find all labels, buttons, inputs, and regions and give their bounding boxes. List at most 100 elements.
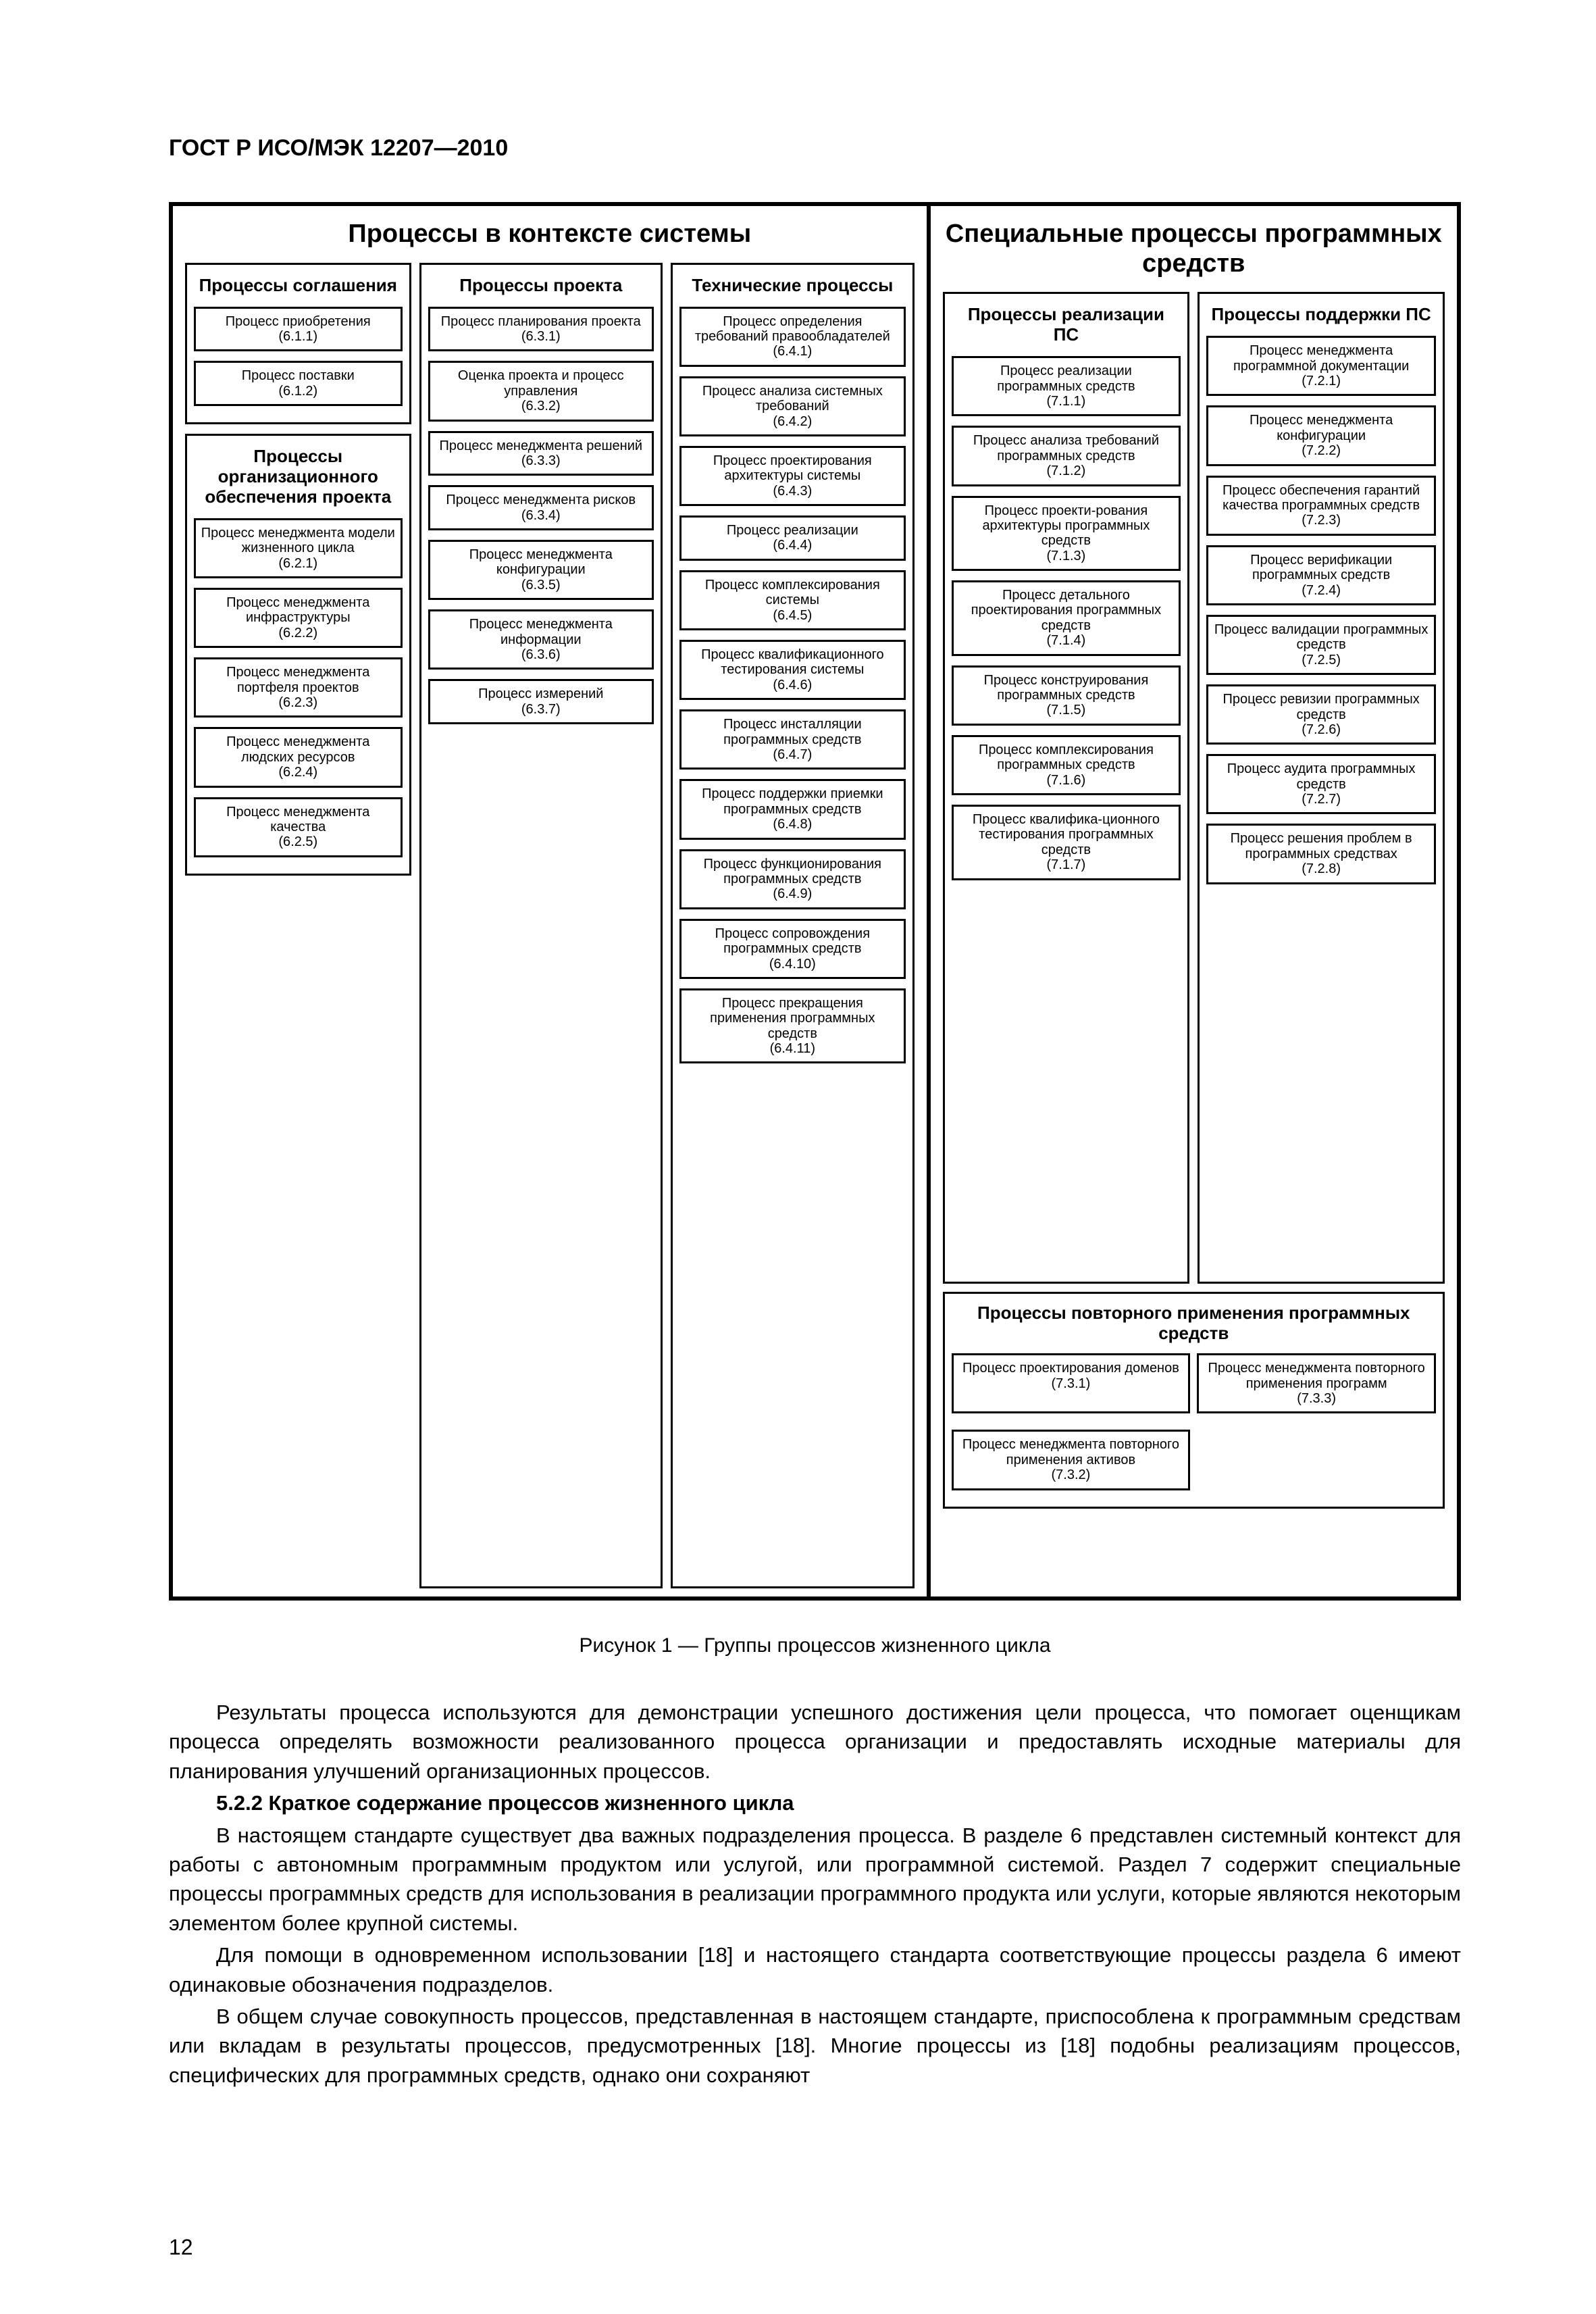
process-ref: (7.1.7) bbox=[958, 857, 1175, 872]
process-ref: (6.4.3) bbox=[686, 484, 900, 499]
right-half: Специальные процессы программных средств… bbox=[931, 206, 1457, 1596]
paragraph: В общем случае совокупность процессов, п… bbox=[169, 2002, 1461, 2090]
process-ref: (6.1.1) bbox=[200, 329, 396, 344]
process-ref: (7.2.1) bbox=[1212, 374, 1430, 388]
section-title: Процессы проекта bbox=[428, 265, 654, 307]
process-box: Процесс анализа требований программных с… bbox=[952, 426, 1181, 486]
process-box: Процесс функционирования программных сре… bbox=[679, 849, 906, 909]
left-half-title: Процессы в контексте системы bbox=[173, 206, 927, 263]
process-box: Процесс инсталляции программных средств(… bbox=[679, 709, 906, 770]
process-name: Процесс детального проектирования програ… bbox=[958, 588, 1175, 633]
paragraph: В настоящем стандарте существует два важ… bbox=[169, 1821, 1461, 1938]
section-technical: Технические процессы Процесс определения… bbox=[671, 263, 915, 1588]
process-name: Оценка проекта и процесс управления bbox=[434, 368, 648, 399]
section-title: Процессы соглашения bbox=[194, 265, 403, 307]
process-box: Процесс квалификационного тестирования с… bbox=[679, 640, 906, 700]
process-ref: (7.3.1) bbox=[958, 1376, 1185, 1391]
process-ref: (6.4.8) bbox=[686, 817, 900, 832]
section-heading: 5.2.2 Краткое содержание процессов жизне… bbox=[169, 1788, 1461, 1817]
section-project: Процессы проекта Процесс планирования пр… bbox=[419, 263, 663, 1588]
process-box: Процесс валидации программных средств(7.… bbox=[1206, 615, 1436, 675]
process-name: Процесс валидации программных средств bbox=[1212, 622, 1430, 653]
process-ref: (6.4.6) bbox=[686, 678, 900, 693]
process-ref: (6.3.1) bbox=[434, 329, 648, 344]
process-name: Процесс инсталляции программных средств bbox=[686, 717, 900, 747]
proc-list: Процесс определения требований правообла… bbox=[679, 307, 906, 1074]
process-name: Процесс менеджмента конфигурации bbox=[434, 547, 648, 578]
process-name: Процесс менеджмента конфигурации bbox=[1212, 413, 1430, 443]
process-name: Процесс реализации bbox=[686, 523, 900, 538]
process-name: Процесс поддержки приемки программных ср… bbox=[686, 786, 900, 817]
process-name: Процесс функционирования программных сре… bbox=[686, 857, 900, 887]
process-box: Процесс верификации программных средств(… bbox=[1206, 545, 1436, 605]
figure-caption: Рисунок 1 — Группы процессов жизненного … bbox=[169, 1634, 1461, 1657]
process-box: Процесс детального проектирования програ… bbox=[952, 580, 1181, 656]
process-name: Процесс планирования проекта bbox=[434, 314, 648, 329]
process-name: Процесс сопровождения программных средст… bbox=[686, 926, 900, 957]
process-box: Процесс приобретения(6.1.1) bbox=[194, 307, 403, 352]
process-ref: (6.3.3) bbox=[434, 453, 648, 468]
section-title: Процессы организационного обеспечения пр… bbox=[194, 436, 403, 518]
process-name: Процесс проектирования доменов bbox=[958, 1361, 1185, 1376]
proc-list: Процесс реализации программных средств(7… bbox=[952, 356, 1181, 889]
process-box: Процесс комплексирования программных сре… bbox=[952, 735, 1181, 795]
process-ref: (6.3.5) bbox=[434, 578, 648, 593]
process-ref: (6.4.10) bbox=[686, 957, 900, 972]
process-name: Процесс менеджмента модели жизненного ци… bbox=[200, 526, 396, 556]
process-ref: (6.2.3) bbox=[200, 695, 396, 710]
process-name: Процесс конструирования программных сред… bbox=[958, 673, 1175, 703]
process-ref: (6.2.2) bbox=[200, 626, 396, 640]
process-ref: (7.1.4) bbox=[958, 633, 1175, 648]
process-box: Процесс ревизии программных средств(7.2.… bbox=[1206, 684, 1436, 745]
paragraph: Для помощи в одновременном использовании… bbox=[169, 1940, 1461, 1999]
process-box: Процесс менеджмента рисков(6.3.4) bbox=[428, 485, 654, 530]
process-ref: (6.3.4) bbox=[434, 508, 648, 523]
process-name: Процесс менеджмента решений bbox=[434, 438, 648, 453]
process-box: Процесс менеджмента программной документ… bbox=[1206, 336, 1436, 396]
process-ref: (6.3.7) bbox=[434, 702, 648, 717]
process-ref: (7.2.8) bbox=[1212, 861, 1430, 876]
process-box: Процесс комплексирования системы(6.4.5) bbox=[679, 570, 906, 630]
process-name: Процесс обеспечения гарантий качества пр… bbox=[1212, 483, 1430, 513]
process-box: Процесс менеджмента повторного применени… bbox=[1197, 1353, 1436, 1413]
proc-list: Процесс планирования проекта(6.3.1) Оценк… bbox=[428, 307, 654, 734]
process-ref: (6.2.1) bbox=[200, 556, 396, 571]
process-ref: (6.4.1) bbox=[686, 344, 900, 359]
process-name: Процесс комплексирования системы bbox=[686, 578, 900, 608]
process-ref: (7.1.5) bbox=[958, 703, 1175, 718]
process-box: Процесс сопровождения программных средст… bbox=[679, 919, 906, 979]
section-title: Процессы реализации ПС bbox=[952, 294, 1181, 356]
process-ref: (6.4.2) bbox=[686, 414, 900, 429]
process-name: Процесс верификации программных средств bbox=[1212, 553, 1430, 583]
process-ref: (7.1.2) bbox=[958, 463, 1175, 478]
process-ref: (7.2.6) bbox=[1212, 722, 1430, 737]
process-box: Процесс реализации программных средств(7… bbox=[952, 356, 1181, 416]
proc-list: Процесс менеджмента модели жизненного ци… bbox=[194, 518, 403, 867]
process-box: Процесс обеспечения гарантий качества пр… bbox=[1206, 476, 1436, 536]
section-reuse: Процессы повторного применения программн… bbox=[943, 1292, 1445, 1508]
process-ref: (7.1.6) bbox=[958, 773, 1175, 788]
document-header: ГОСТ Р ИСО/МЭК 12207—2010 bbox=[169, 135, 1461, 161]
process-box: Процесс реализации(6.4.4) bbox=[679, 515, 906, 561]
left-col1: Процессы соглашения Процесс приобретения… bbox=[185, 263, 411, 1588]
process-box: Процесс менеджмента конфигурации(6.3.5) bbox=[428, 540, 654, 600]
process-name: Процесс проектирования архитектуры систе… bbox=[686, 453, 900, 484]
process-name: Процесс поставки bbox=[200, 368, 396, 383]
page-number: 12 bbox=[169, 2235, 193, 2260]
process-name: Процесс менеджмента информации bbox=[434, 617, 648, 647]
process-ref: (6.2.5) bbox=[200, 834, 396, 849]
process-box: Процесс менеджмента модели жизненного ци… bbox=[194, 518, 403, 578]
process-ref: (6.2.4) bbox=[200, 765, 396, 780]
proc-list: Процесс менеджмента программной документ… bbox=[1206, 336, 1436, 893]
section-title: Технические процессы bbox=[679, 265, 906, 307]
process-name: Процесс менеджмента портфеля проектов bbox=[200, 665, 396, 695]
process-name: Процесс менеджмента повторного применени… bbox=[958, 1437, 1185, 1467]
process-box: Процесс проектирования архитектуры систе… bbox=[679, 446, 906, 506]
process-name: Процесс измерений bbox=[434, 686, 648, 701]
process-box: Процесс планирования проекта(6.3.1) bbox=[428, 307, 654, 352]
process-name: Процесс анализа требований программных с… bbox=[958, 433, 1175, 463]
process-name: Процесс менеджмента людских ресурсов bbox=[200, 734, 396, 765]
process-name: Процесс проекти-рования архитектуры прог… bbox=[958, 503, 1175, 549]
process-box: Процесс конструирования программных сред… bbox=[952, 665, 1181, 726]
process-box: Процесс менеджмента повторного применени… bbox=[952, 1430, 1191, 1490]
